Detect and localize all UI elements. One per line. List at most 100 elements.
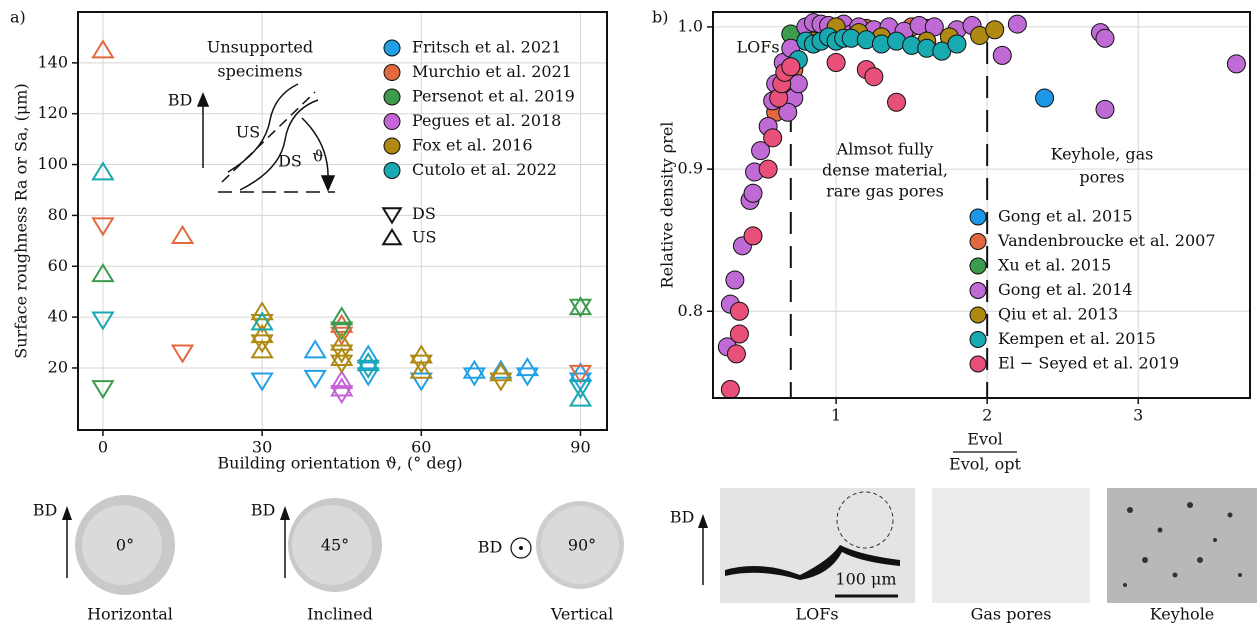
y-tick-label: 1.0 — [678, 16, 703, 35]
point — [726, 271, 744, 289]
point — [727, 345, 745, 363]
x-axis-label: Evol, opt — [949, 455, 1022, 474]
y-axis-label: Surface roughness Ra or Sa, (μm) — [12, 83, 31, 358]
orientation-label: 90° — [568, 536, 596, 555]
micrograph-images — [698, 488, 1257, 603]
annotation: ϑ — [312, 147, 323, 166]
annotation: Almsot fully — [836, 140, 934, 159]
orientation-label: 0° — [116, 536, 134, 555]
legend-marker — [970, 258, 986, 274]
x-tick-label: 3 — [1133, 406, 1143, 425]
y-tick-label: 80 — [48, 205, 68, 224]
y-tick-label: 60 — [48, 256, 68, 275]
x-axis-label: Evol — [967, 430, 1002, 449]
legend-label: Fritsch et al. 2021 — [412, 38, 561, 57]
annotation: rare gas pores — [826, 182, 944, 201]
panel-label: a) — [10, 8, 26, 27]
annotation: BD — [168, 91, 193, 110]
x-tick-label: 2 — [982, 406, 992, 425]
y-tick-label: 0.8 — [678, 301, 703, 320]
point — [721, 380, 739, 398]
bd-label: BD — [670, 508, 695, 527]
point — [764, 129, 782, 147]
legend-label: Pegues et al. 2018 — [412, 111, 561, 130]
x-tick-label: 90 — [570, 438, 590, 457]
legend-label: Vandenbroucke et al. 2007 — [997, 231, 1216, 250]
point — [730, 302, 748, 320]
annotation: dense material, — [822, 161, 948, 180]
bd-label: BD — [478, 538, 503, 557]
legend-marker — [970, 234, 986, 250]
legend-marker — [384, 65, 400, 81]
legend-label: DS — [412, 204, 436, 223]
legend-label: Xu et al. 2015 — [998, 256, 1111, 275]
y-axis-label: Relative density ρrel — [658, 122, 677, 289]
annotation: LOFs — [736, 38, 779, 57]
caption: Gas pores — [971, 605, 1052, 624]
bd-label: BD — [33, 501, 58, 520]
annotation: DS — [278, 152, 302, 171]
annotation: pores — [1079, 168, 1124, 187]
orientation-label: 45° — [321, 536, 349, 555]
legend-marker — [970, 283, 986, 299]
legend-label: Cutolo et al. 2022 — [412, 160, 557, 179]
legend-marker — [970, 307, 986, 323]
point — [782, 58, 800, 76]
point — [1227, 55, 1245, 73]
point — [948, 35, 966, 53]
caption: Inclined — [307, 605, 373, 624]
annotation: US — [236, 123, 260, 142]
legend-label: Murchio et al. 2021 — [412, 62, 572, 81]
legend-marker — [970, 332, 986, 348]
x-tick-label: 0 — [98, 438, 108, 457]
legend-marker — [384, 89, 400, 105]
y-tick-label: 100 — [37, 154, 68, 173]
legend-marker — [970, 209, 986, 225]
legend-label: El − Seyed et al. 2019 — [998, 354, 1179, 373]
point — [730, 325, 748, 343]
caption: Vertical — [550, 605, 613, 624]
y-tick-label: 20 — [48, 357, 68, 376]
caption: LOFs — [795, 605, 838, 624]
point — [759, 160, 777, 178]
y-tick-label: 140 — [37, 52, 68, 71]
caption: Keyhole — [1150, 605, 1215, 624]
legend-marker — [384, 163, 400, 179]
legend-marker — [384, 40, 400, 56]
point — [1096, 29, 1114, 47]
annotation: specimens — [217, 62, 302, 81]
point — [1008, 15, 1026, 33]
panel-label: b) — [652, 8, 668, 27]
point — [1036, 89, 1054, 107]
bd-label: BD — [251, 501, 276, 520]
legend-label: Qiu et al. 2013 — [998, 305, 1118, 324]
legend-label: US — [412, 227, 436, 246]
legend-marker — [384, 114, 400, 130]
caption: Horizontal — [87, 605, 173, 624]
point — [993, 46, 1011, 64]
x-tick-label: 1 — [831, 406, 841, 425]
point — [744, 184, 762, 202]
legend-label: Kempen et al. 2015 — [998, 329, 1156, 348]
point — [888, 93, 906, 111]
legend-label: Persenot et al. 2019 — [412, 87, 575, 106]
legend-label: Fox et al. 2016 — [412, 136, 533, 155]
annotation: Keyhole, gas — [1051, 145, 1154, 164]
y-tick-label: 0.9 — [678, 159, 703, 178]
legend-label: Gong et al. 2014 — [998, 280, 1133, 299]
point — [744, 227, 762, 245]
legend-marker — [384, 138, 400, 154]
legend-marker — [970, 356, 986, 372]
x-tick-label: 30 — [252, 438, 272, 457]
point — [865, 68, 883, 86]
legend-label: Gong et al. 2015 — [998, 207, 1133, 226]
x-tick-label: 60 — [411, 438, 431, 457]
y-tick-label: 40 — [48, 307, 68, 326]
point — [827, 53, 845, 71]
y-tick-label: 120 — [37, 103, 68, 122]
figure: a) Surface roughness Ra or Sa, (μm) Buil… — [0, 0, 1260, 626]
annotation: Unsupported — [207, 38, 313, 57]
point — [1096, 100, 1114, 118]
scale-bar-label: 100 μm — [835, 570, 896, 589]
point — [986, 21, 1004, 39]
